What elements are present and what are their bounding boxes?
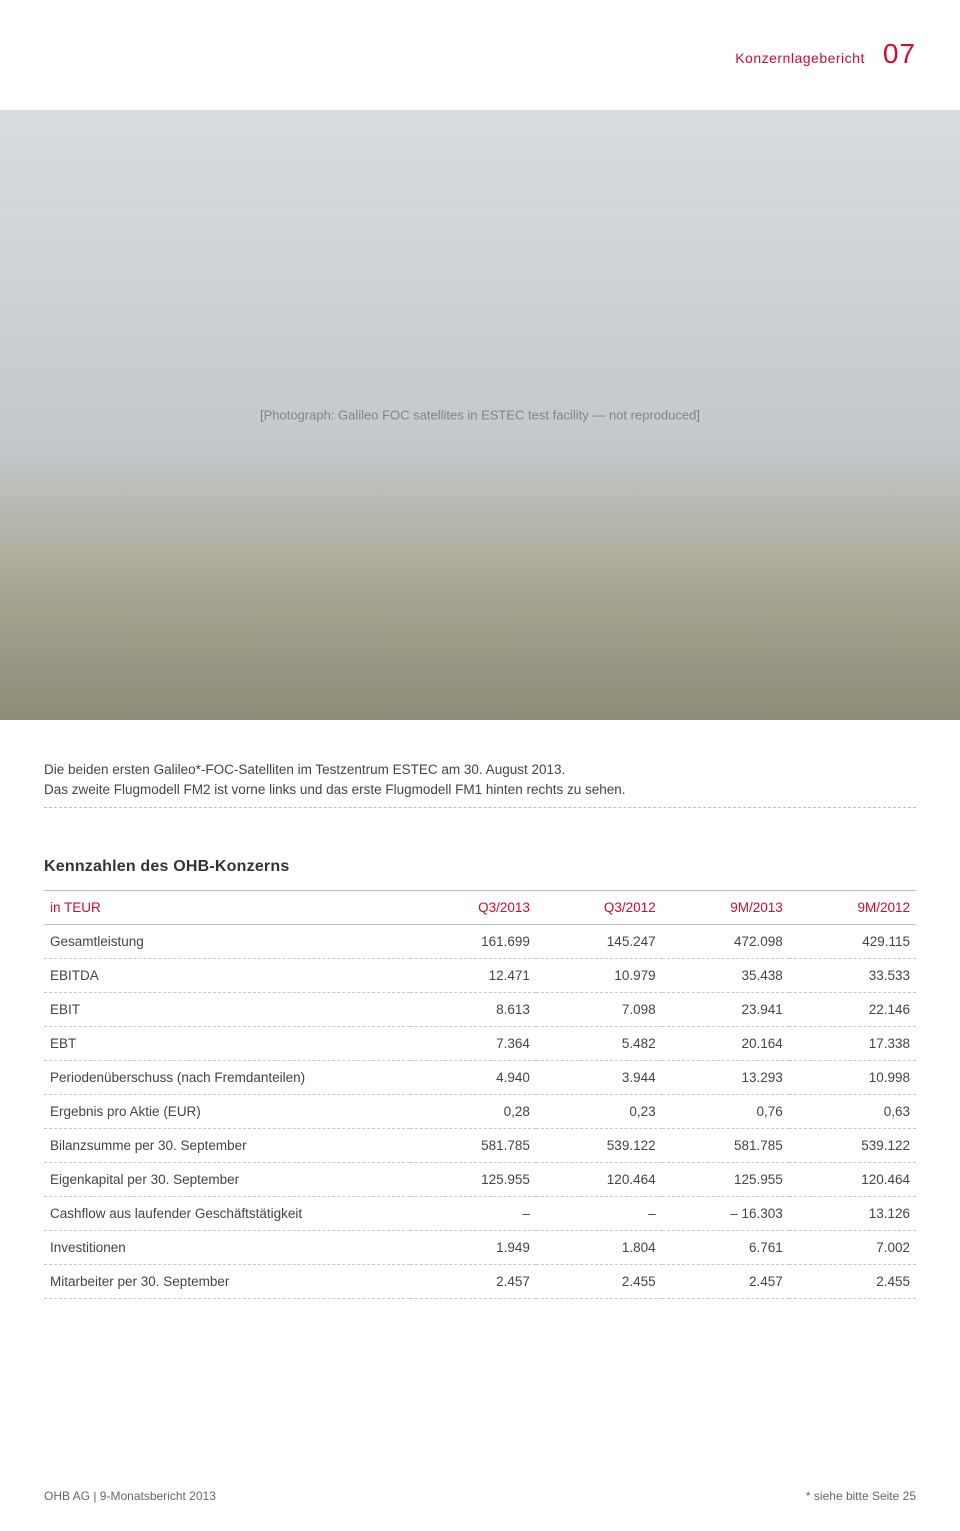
table-row: Investitionen1.9491.8046.7617.002 xyxy=(44,1231,916,1265)
row-value: 0,63 xyxy=(789,1095,916,1129)
table-row: Periodenüberschuss (nach Fremdanteilen)4… xyxy=(44,1061,916,1095)
row-label: EBITDA xyxy=(44,959,410,993)
row-value: 13.126 xyxy=(789,1197,916,1231)
row-value: 1.804 xyxy=(536,1231,662,1265)
photo-alt: [Photograph: Galileo FOC satellites in E… xyxy=(260,408,700,423)
table-row: Ergebnis pro Aktie (EUR)0,280,230,760,63 xyxy=(44,1095,916,1129)
row-value: 2.457 xyxy=(410,1265,536,1299)
table-col-2: 9M/2013 xyxy=(662,891,789,925)
row-value: 2.455 xyxy=(789,1265,916,1299)
photo-caption: Die beiden ersten Galileo*-FOC-Satellite… xyxy=(44,760,916,808)
table-row: Mitarbeiter per 30. September2.4572.4552… xyxy=(44,1265,916,1299)
row-value: 13.293 xyxy=(662,1061,789,1095)
row-value: 1.949 xyxy=(410,1231,536,1265)
table-row: Eigenkapital per 30. September125.955120… xyxy=(44,1163,916,1197)
row-value: 125.955 xyxy=(662,1163,789,1197)
table-title: Kennzahlen des OHB-Konzerns xyxy=(44,858,289,876)
row-label: Mitarbeiter per 30. September xyxy=(44,1265,410,1299)
row-value: 33.533 xyxy=(789,959,916,993)
table-col-3: 9M/2012 xyxy=(789,891,916,925)
row-value: 120.464 xyxy=(536,1163,662,1197)
row-label: Gesamtleistung xyxy=(44,925,410,959)
row-value: 120.464 xyxy=(789,1163,916,1197)
page-number: 07 xyxy=(883,38,916,70)
page-header: Konzernlagebericht 07 xyxy=(735,38,916,70)
row-value: 35.438 xyxy=(662,959,789,993)
table-row: Gesamtleistung161.699145.247472.098429.1… xyxy=(44,925,916,959)
row-value: 2.455 xyxy=(536,1265,662,1299)
row-label: Periodenüberschuss (nach Fremdanteilen) xyxy=(44,1061,410,1095)
row-value: 22.146 xyxy=(789,993,916,1027)
table-row: Bilanzsumme per 30. September581.785539.… xyxy=(44,1129,916,1163)
row-value: 6.761 xyxy=(662,1231,789,1265)
row-value: 581.785 xyxy=(662,1129,789,1163)
row-label: Cashflow aus laufender Geschäftstätigkei… xyxy=(44,1197,410,1231)
row-value: 7.364 xyxy=(410,1027,536,1061)
financial-table: in TEUR Q3/2013 Q3/2012 9M/2013 9M/2012 … xyxy=(44,890,916,1299)
row-value: 429.115 xyxy=(789,925,916,959)
row-value: 539.122 xyxy=(536,1129,662,1163)
hero-photo: [Photograph: Galileo FOC satellites in E… xyxy=(0,110,960,720)
row-value: 0,28 xyxy=(410,1095,536,1129)
caption-line-2: Das zweite Flugmodell FM2 ist vorne link… xyxy=(44,780,916,800)
row-value: 5.482 xyxy=(536,1027,662,1061)
row-label: Eigenkapital per 30. September xyxy=(44,1163,410,1197)
row-value: 12.471 xyxy=(410,959,536,993)
row-label: EBT xyxy=(44,1027,410,1061)
caption-divider xyxy=(44,807,916,808)
row-label: Ergebnis pro Aktie (EUR) xyxy=(44,1095,410,1129)
footer-right: * siehe bitte Seite 25 xyxy=(806,1489,916,1503)
row-value: 3.944 xyxy=(536,1061,662,1095)
row-value: 125.955 xyxy=(410,1163,536,1197)
row-value: 539.122 xyxy=(789,1129,916,1163)
row-value: 10.979 xyxy=(536,959,662,993)
row-value: 2.457 xyxy=(662,1265,789,1299)
row-value: 0,23 xyxy=(536,1095,662,1129)
row-value: 17.338 xyxy=(789,1027,916,1061)
row-value: 23.941 xyxy=(662,993,789,1027)
table-col-1: Q3/2012 xyxy=(536,891,662,925)
table-row: EBIT8.6137.09823.94122.146 xyxy=(44,993,916,1027)
section-label: Konzernlagebericht xyxy=(735,50,865,66)
table-row: EBITDA12.47110.97935.43833.533 xyxy=(44,959,916,993)
caption-line-1: Die beiden ersten Galileo*-FOC-Satellite… xyxy=(44,760,916,780)
row-value: 20.164 xyxy=(662,1027,789,1061)
row-value: 8.613 xyxy=(410,993,536,1027)
row-value: – xyxy=(410,1197,536,1231)
table-row: Cashflow aus laufender Geschäftstätigkei… xyxy=(44,1197,916,1231)
footer-left: OHB AG | 9-Monatsbericht 2013 xyxy=(44,1489,216,1503)
row-value: 472.098 xyxy=(662,925,789,959)
row-value: 0,76 xyxy=(662,1095,789,1129)
table-header-rowlabel: in TEUR xyxy=(44,891,410,925)
table-row: EBT7.3645.48220.16417.338 xyxy=(44,1027,916,1061)
row-value: 7.002 xyxy=(789,1231,916,1265)
row-value: – xyxy=(536,1197,662,1231)
row-value: 10.998 xyxy=(789,1061,916,1095)
row-label: Investitionen xyxy=(44,1231,410,1265)
table-header-row: in TEUR Q3/2013 Q3/2012 9M/2013 9M/2012 xyxy=(44,891,916,925)
row-value: 161.699 xyxy=(410,925,536,959)
row-value: 581.785 xyxy=(410,1129,536,1163)
page-footer: OHB AG | 9-Monatsbericht 2013 * siehe bi… xyxy=(44,1489,916,1503)
table-col-0: Q3/2013 xyxy=(410,891,536,925)
row-value: – 16.303 xyxy=(662,1197,789,1231)
row-value: 4.940 xyxy=(410,1061,536,1095)
row-value: 7.098 xyxy=(536,993,662,1027)
row-value: 145.247 xyxy=(536,925,662,959)
row-label: Bilanzsumme per 30. September xyxy=(44,1129,410,1163)
row-label: EBIT xyxy=(44,993,410,1027)
